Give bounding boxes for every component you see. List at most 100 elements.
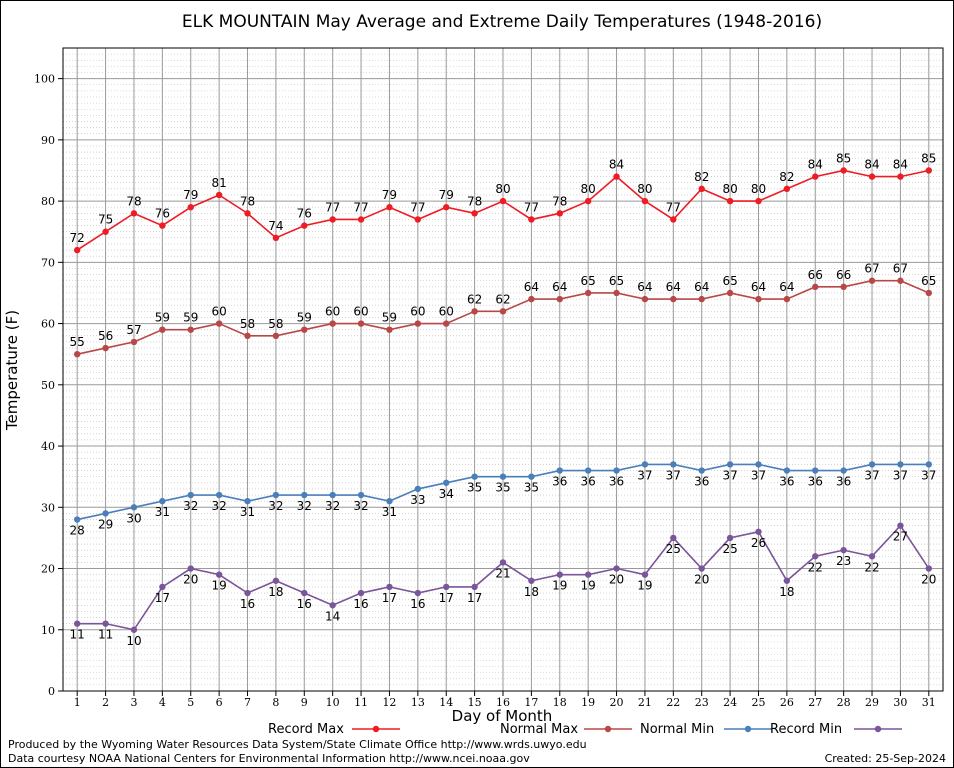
data-label: 31 bbox=[240, 505, 255, 519]
data-point bbox=[215, 491, 223, 499]
data-point bbox=[443, 204, 450, 211]
data-point bbox=[73, 350, 81, 358]
legend: Record Max Normal Max Normal Min Record Min bbox=[268, 722, 902, 737]
y-tick-label: 40 bbox=[41, 440, 55, 453]
data-label: 77 bbox=[524, 200, 539, 214]
data-label: 20 bbox=[694, 573, 709, 587]
data-point bbox=[187, 565, 194, 572]
data-label: 64 bbox=[694, 280, 709, 294]
data-label: 59 bbox=[183, 311, 198, 325]
x-tick-label: 13 bbox=[411, 696, 425, 709]
data-point bbox=[471, 308, 478, 315]
data-label: 16 bbox=[240, 597, 255, 611]
legend-label: Record Min bbox=[770, 722, 842, 737]
data-label: 66 bbox=[808, 268, 823, 282]
data-label: 65 bbox=[581, 274, 596, 288]
data-label: 78 bbox=[467, 194, 482, 208]
data-point bbox=[726, 534, 734, 542]
x-tick-label: 29 bbox=[865, 696, 879, 709]
data-point bbox=[357, 216, 365, 223]
data-point bbox=[698, 185, 705, 193]
data-label: 37 bbox=[893, 468, 908, 482]
data-point bbox=[584, 571, 592, 578]
data-label: 78 bbox=[240, 194, 255, 208]
data-point bbox=[897, 522, 904, 529]
data-label: 36 bbox=[779, 475, 794, 489]
data-label: 79 bbox=[183, 188, 198, 202]
data-point bbox=[528, 473, 535, 480]
data-point bbox=[698, 295, 705, 303]
data-point bbox=[215, 320, 223, 327]
data-label: 19 bbox=[552, 579, 567, 593]
data-point bbox=[726, 289, 734, 297]
data-point bbox=[499, 197, 507, 205]
data-point bbox=[414, 589, 422, 597]
data-label: 64 bbox=[666, 280, 681, 294]
data-label: 37 bbox=[864, 468, 879, 482]
data-label: 16 bbox=[297, 597, 312, 611]
data-point bbox=[244, 210, 251, 217]
data-label: 76 bbox=[155, 207, 170, 221]
data-point bbox=[471, 210, 478, 217]
data-label: 66 bbox=[836, 268, 851, 282]
data-label: 58 bbox=[240, 317, 255, 331]
data-label: 80 bbox=[581, 182, 596, 196]
data-label: 14 bbox=[325, 609, 340, 623]
data-label: 57 bbox=[126, 323, 141, 337]
credit-line-1: Produced by the Wyoming Water Resources … bbox=[8, 738, 587, 751]
data-point bbox=[187, 326, 194, 333]
data-label: 78 bbox=[552, 194, 567, 208]
data-point bbox=[357, 491, 365, 499]
data-point bbox=[528, 577, 535, 584]
data-point bbox=[357, 589, 365, 597]
data-point bbox=[272, 491, 280, 499]
data-point bbox=[670, 216, 677, 223]
data-point bbox=[329, 216, 336, 223]
data-label: 84 bbox=[864, 158, 879, 172]
data-point bbox=[783, 295, 791, 303]
x-tick-label: 23 bbox=[695, 696, 709, 709]
data-label: 22 bbox=[808, 560, 823, 574]
data-point bbox=[499, 308, 507, 315]
data-point bbox=[301, 222, 308, 229]
data-point bbox=[755, 461, 762, 468]
x-tick-label: 20 bbox=[610, 696, 624, 709]
data-point bbox=[244, 332, 251, 340]
data-label: 60 bbox=[410, 305, 425, 319]
data-point bbox=[925, 565, 933, 572]
data-label: 59 bbox=[382, 311, 397, 325]
data-point bbox=[556, 210, 563, 217]
legend-marker bbox=[744, 725, 752, 733]
data-point bbox=[613, 173, 620, 180]
grid bbox=[63, 48, 943, 691]
data-label: 64 bbox=[552, 280, 567, 294]
legend-label: Normal Max bbox=[500, 722, 578, 737]
data-label: 17 bbox=[382, 591, 397, 605]
data-point bbox=[528, 216, 535, 223]
data-point bbox=[925, 289, 933, 297]
data-label: 82 bbox=[694, 170, 709, 184]
data-point bbox=[868, 173, 876, 180]
x-tick-label: 21 bbox=[638, 696, 652, 709]
data-label: 80 bbox=[495, 182, 510, 196]
data-label: 62 bbox=[495, 292, 510, 306]
y-tick-label: 60 bbox=[41, 318, 55, 331]
data-label: 76 bbox=[297, 207, 312, 221]
data-point bbox=[755, 295, 762, 303]
data-label: 77 bbox=[325, 200, 340, 214]
data-label: 36 bbox=[694, 475, 709, 489]
data-label: 11 bbox=[70, 628, 85, 642]
data-label: 35 bbox=[467, 481, 482, 495]
y-tick-label: 50 bbox=[41, 379, 55, 392]
data-point bbox=[73, 516, 81, 523]
data-label: 82 bbox=[779, 170, 794, 184]
credit-line-2: Data courtesy NOAA National Centers for … bbox=[8, 752, 530, 765]
x-tick-label: 16 bbox=[496, 696, 510, 709]
data-point bbox=[414, 216, 422, 223]
data-point bbox=[301, 491, 308, 499]
data-label: 18 bbox=[524, 585, 539, 599]
data-label: 84 bbox=[609, 158, 624, 172]
data-point bbox=[386, 497, 393, 505]
legend-marker bbox=[372, 725, 380, 733]
x-tick-label: 8 bbox=[272, 696, 279, 709]
